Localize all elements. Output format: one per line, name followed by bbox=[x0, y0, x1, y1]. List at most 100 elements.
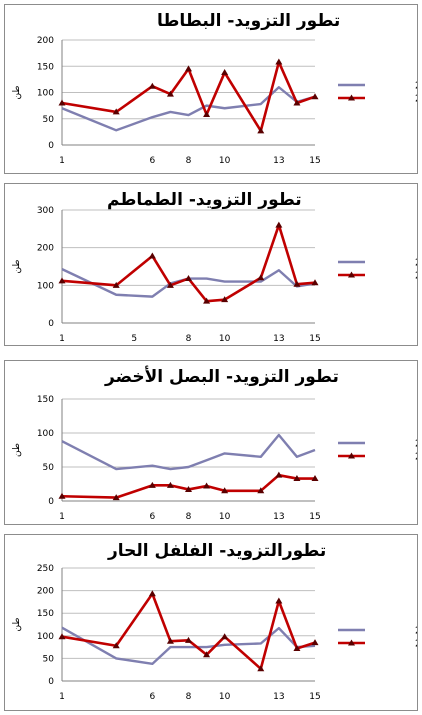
x-tick-label: 6 bbox=[149, 156, 155, 166]
data-point-marker bbox=[166, 90, 174, 97]
y-tick-label: 100 bbox=[37, 632, 54, 642]
data-point-marker bbox=[185, 65, 192, 72]
chart-panel-green-onion: تطور التزويد- البصل الأخضر 0 50 100 150 طن 1 6… bbox=[4, 360, 418, 525]
chart-title: تطورالتزويد- الفلفل الحار bbox=[108, 541, 327, 561]
data-point-marker bbox=[112, 494, 120, 501]
x-tick-label: 13 bbox=[273, 512, 284, 522]
data-point-marker bbox=[311, 639, 319, 646]
y-tick-label: 0 bbox=[48, 497, 54, 507]
y-tick-label: 150 bbox=[37, 395, 54, 405]
data-point-marker bbox=[185, 275, 192, 282]
y-tick-label: 200 bbox=[37, 587, 54, 597]
legend-label: الكمية 2014 bbox=[415, 81, 417, 92]
chart-svg: 0 50 100 150 200 250 طن 1 6 8 10 13 15 الكمية 2014 الك… bbox=[12, 564, 417, 702]
series-line-2014 bbox=[61, 268, 316, 298]
y-axis-label: طن bbox=[12, 617, 22, 631]
x-tick-label: 15 bbox=[309, 512, 320, 522]
data-point-marker bbox=[221, 296, 229, 303]
x-tick-label: 10 bbox=[219, 692, 231, 702]
data-point-marker bbox=[203, 482, 211, 489]
x-tick-label: 1 bbox=[59, 512, 65, 522]
legend-marker bbox=[348, 452, 355, 459]
data-point-marker bbox=[257, 127, 265, 134]
x-tick-label: 8 bbox=[186, 512, 192, 522]
legend-label: الكمية 2014 bbox=[415, 258, 417, 269]
y-tick-label: 0 bbox=[48, 319, 54, 329]
data-point-marker bbox=[203, 111, 211, 118]
data-point-marker bbox=[293, 475, 301, 482]
y-tick-label: 0 bbox=[48, 677, 54, 687]
data-point-marker bbox=[275, 471, 283, 478]
y-tick-label: 150 bbox=[37, 609, 54, 619]
x-tick-label: 10 bbox=[219, 156, 231, 166]
data-point-marker bbox=[221, 69, 229, 76]
data-point-marker bbox=[311, 279, 319, 286]
legend-label: الكمية 2015 bbox=[415, 94, 417, 105]
data-point-marker bbox=[58, 277, 66, 284]
series-line-2015 bbox=[61, 60, 316, 133]
data-point-marker bbox=[185, 485, 192, 492]
series-line-2015 bbox=[61, 592, 316, 671]
data-point-marker bbox=[203, 297, 211, 304]
data-point-marker bbox=[58, 633, 66, 640]
legend-label: الكمية 2015 bbox=[415, 452, 417, 463]
x-tick-label: 1 bbox=[59, 692, 65, 702]
chart-panel-potato: تطور التزويد- البطاطا 0 50 100 150 200 طن 1 6 8 1… bbox=[4, 4, 418, 174]
x-tick-label: 8 bbox=[186, 334, 192, 344]
data-point-marker bbox=[185, 636, 192, 643]
data-point-marker bbox=[275, 597, 283, 604]
y-tick-label: 100 bbox=[37, 429, 54, 439]
x-tick-label: 6 bbox=[149, 692, 155, 702]
x-tick-label: 13 bbox=[273, 156, 284, 166]
legend-label: الكمية 2014 bbox=[415, 626, 417, 637]
y-tick-label: 50 bbox=[43, 115, 55, 125]
data-point-marker bbox=[275, 221, 283, 228]
x-tick-label: 15 bbox=[309, 692, 320, 702]
x-tick-label: 15 bbox=[309, 156, 320, 166]
x-tick-label: 10 bbox=[219, 512, 231, 522]
data-point-marker bbox=[58, 492, 66, 499]
y-tick-label: 200 bbox=[37, 244, 54, 254]
data-point-marker bbox=[148, 252, 156, 259]
legend-label: الكمية 2014 bbox=[415, 439, 417, 450]
data-point-marker bbox=[221, 487, 229, 494]
chart-svg: 0 50 100 150 200 طن 1 6 8 10 13 15 الكمية 2014 الكمية… bbox=[12, 36, 417, 166]
data-point-marker bbox=[148, 481, 156, 488]
chart-title: تطور التزويد- البطاطا bbox=[157, 11, 341, 31]
legend-marker bbox=[348, 94, 355, 101]
x-tick-label: 15 bbox=[309, 334, 320, 344]
x-tick-label: 8 bbox=[186, 156, 192, 166]
y-tick-label: 0 bbox=[48, 141, 54, 151]
y-tick-label: 300 bbox=[37, 206, 54, 216]
data-point-marker bbox=[257, 274, 265, 281]
y-axis-label: طن bbox=[12, 443, 22, 457]
legend-label: الكمية 2015 bbox=[415, 271, 417, 282]
data-point-marker bbox=[58, 99, 66, 106]
chart-svg: 0 50 100 150 طن 1 6 8 10 13 15 الكمية 2014 الكمية 20… bbox=[12, 395, 417, 522]
data-point-marker bbox=[148, 590, 156, 597]
chart-panel-hot-pepper: تطورالتزويد- الفلفل الحار 0 50 100 150 200 25… bbox=[4, 534, 418, 711]
y-tick-label: 250 bbox=[37, 564, 54, 574]
y-tick-label: 50 bbox=[43, 654, 55, 664]
x-tick-label: 13 bbox=[273, 692, 284, 702]
data-point-marker bbox=[166, 637, 174, 644]
y-tick-label: 50 bbox=[43, 463, 55, 473]
y-tick-label: 200 bbox=[37, 36, 54, 46]
data-point-marker bbox=[311, 93, 319, 100]
x-tick-label: 10 bbox=[219, 334, 231, 344]
data-point-marker bbox=[257, 665, 265, 672]
data-point-marker bbox=[293, 644, 301, 651]
x-tick-label: 6 bbox=[149, 512, 155, 522]
legend-marker bbox=[348, 639, 355, 646]
data-point-marker bbox=[112, 281, 120, 288]
chart-svg: 0100200300طن158101315الكمية 2014الكمية 2… bbox=[12, 206, 417, 344]
chart-title: تطور التزويد- الطماطم bbox=[107, 190, 302, 210]
data-point-marker bbox=[166, 281, 174, 288]
y-tick-label: 100 bbox=[37, 281, 54, 291]
series-line-2014 bbox=[61, 433, 316, 471]
data-point-marker bbox=[112, 108, 120, 115]
x-tick-label: 1 bbox=[59, 156, 65, 166]
chart-panel-tomato: تطور التزويد- الطماطم 0 100 200 300 طن 1 5 8 10 1… bbox=[4, 183, 418, 346]
data-point-marker bbox=[221, 633, 229, 640]
y-tick-label: 150 bbox=[37, 62, 54, 72]
